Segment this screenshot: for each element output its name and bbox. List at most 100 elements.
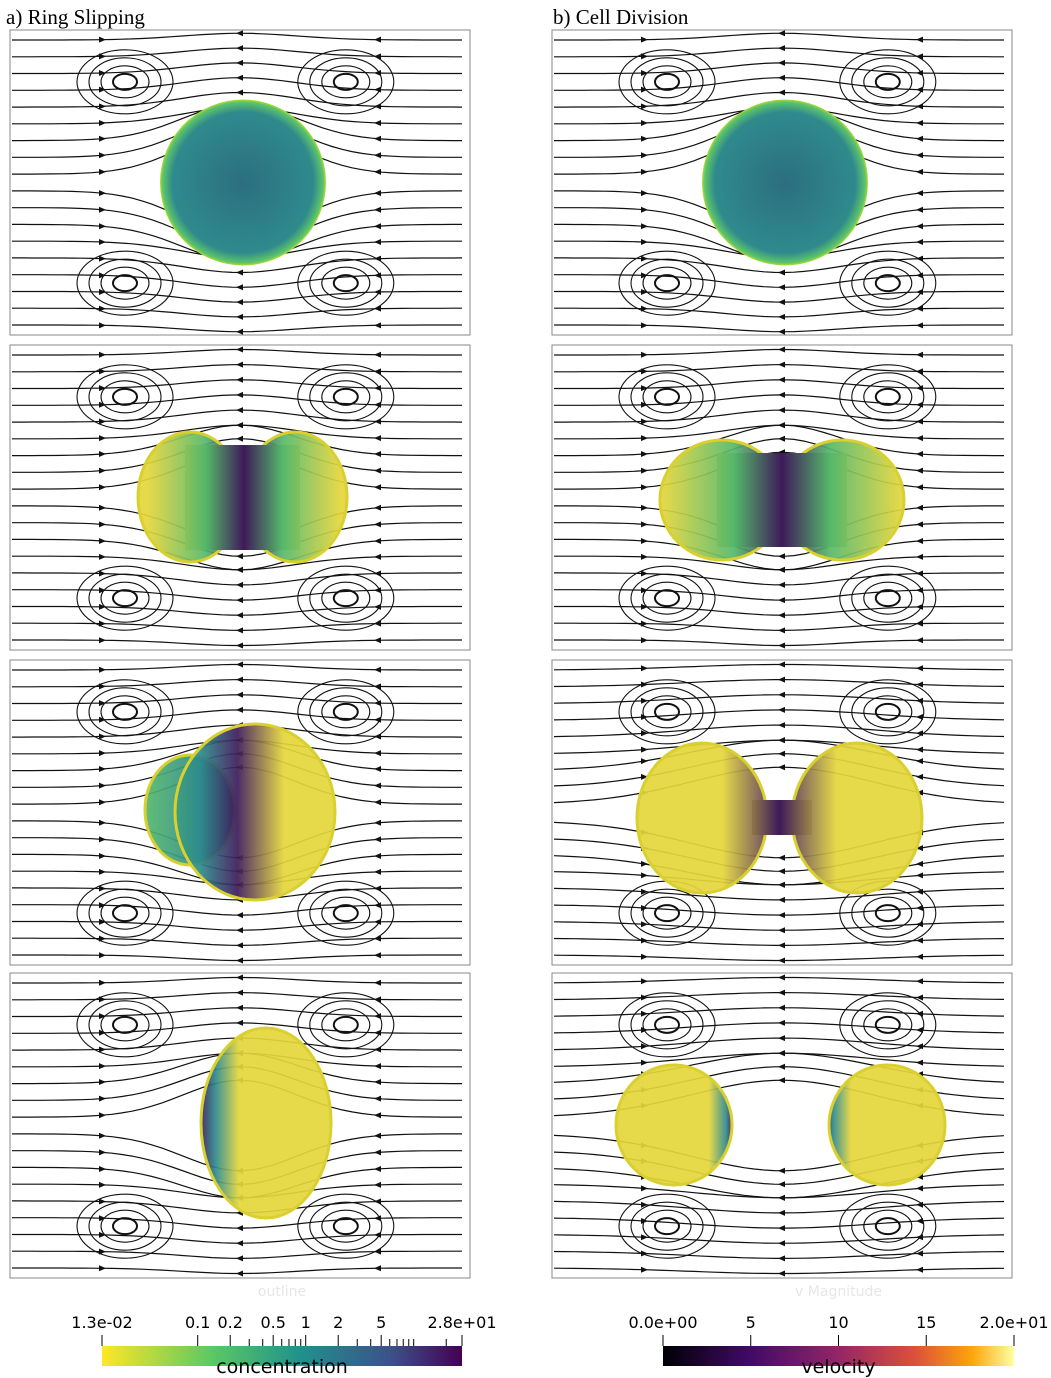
arrow (641, 418, 648, 425)
arrow (778, 581, 785, 588)
arrow (236, 627, 243, 634)
arrow (641, 1250, 648, 1257)
arrow (374, 1013, 381, 1020)
arrow (641, 1185, 648, 1192)
arrow (374, 1248, 381, 1255)
panel (553, 661, 1005, 964)
vortex (642, 581, 692, 615)
arrow (99, 996, 106, 1003)
arrow (99, 103, 106, 110)
streamline (554, 622, 1004, 632)
arrow (641, 152, 648, 159)
vortex (642, 1209, 692, 1243)
arrow (778, 74, 785, 81)
arrow (778, 881, 785, 888)
arrow (916, 451, 923, 458)
streamline (553, 1217, 1005, 1229)
column-title: b) Cell Division (553, 5, 689, 29)
arrow (641, 168, 648, 175)
vortex (863, 65, 913, 99)
arrow (778, 642, 785, 649)
arrow (99, 467, 106, 474)
vortex (874, 904, 901, 923)
arrow (916, 223, 923, 230)
streamline (12, 622, 462, 632)
arrow (641, 521, 648, 528)
arrow (99, 1181, 106, 1188)
streamline (12, 32, 462, 41)
vortex (654, 1217, 680, 1236)
arrow (374, 1132, 381, 1139)
vortex (642, 380, 692, 414)
vortex (851, 888, 925, 938)
streamline (12, 77, 462, 91)
arrow (236, 581, 243, 588)
vortex (309, 1201, 383, 1251)
arrow (641, 484, 648, 491)
vortex (332, 274, 359, 293)
arrow (641, 119, 648, 126)
arrow (374, 190, 381, 197)
arrow (641, 135, 648, 142)
arrow (99, 603, 106, 610)
streamline (12, 572, 463, 586)
vortex (863, 266, 913, 300)
arrow (374, 782, 381, 789)
cell (827, 1063, 947, 1187)
arrow (641, 994, 648, 1001)
vortex (88, 57, 162, 107)
arrow (778, 737, 785, 744)
vortex (297, 364, 395, 430)
vortex (309, 888, 383, 938)
arrow (916, 953, 923, 960)
streamline (553, 1250, 1005, 1259)
arrow (236, 612, 243, 619)
arrow (641, 451, 648, 458)
arrow (916, 206, 923, 213)
arrow (99, 385, 106, 392)
vortex (321, 581, 371, 615)
arrow (99, 537, 106, 544)
panel-frame (551, 659, 1013, 966)
vortex (332, 1217, 359, 1236)
arrow (916, 190, 923, 197)
arrow (374, 935, 381, 942)
arrow (374, 603, 381, 610)
streamline (553, 766, 1005, 804)
arrow (374, 1265, 381, 1272)
arrow (236, 269, 243, 276)
arrow (916, 904, 923, 911)
arrow (778, 1181, 785, 1188)
panel-frame (9, 29, 471, 336)
vortex (112, 72, 138, 91)
arrow (778, 30, 785, 37)
tick-label: 5 (746, 1313, 756, 1332)
arrow (99, 322, 106, 329)
arrow (916, 521, 923, 528)
arrow (236, 284, 243, 291)
arrow (778, 927, 785, 934)
arrow (778, 974, 785, 981)
arrow (236, 313, 243, 320)
vortex (874, 702, 901, 721)
arrow (236, 361, 243, 368)
arrow (99, 69, 106, 76)
arrow (916, 860, 923, 867)
arrow (236, 942, 243, 949)
arrow (641, 637, 648, 644)
arrow (99, 484, 106, 491)
arrow (236, 45, 243, 52)
vortex (863, 581, 913, 615)
arrow (99, 86, 106, 93)
arrow (99, 1215, 106, 1222)
vortex (76, 49, 174, 115)
tick-label: 2 (333, 1313, 343, 1332)
arrow (236, 566, 243, 573)
vortex (309, 1000, 383, 1050)
arrow (236, 661, 243, 668)
streamline (553, 904, 1005, 916)
vortex (863, 380, 913, 414)
arrow (236, 407, 243, 414)
arrow (374, 819, 381, 826)
streamline (554, 307, 1004, 318)
